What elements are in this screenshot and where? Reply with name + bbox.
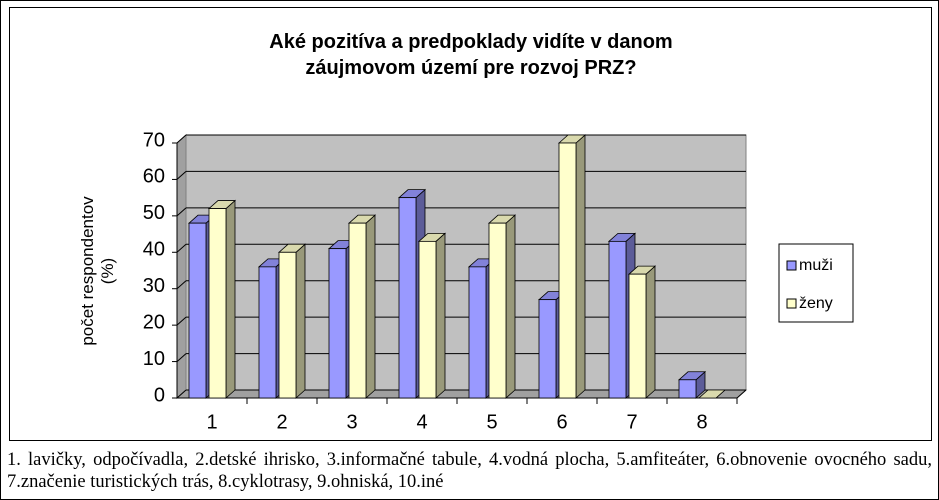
legend-box	[778, 243, 854, 323]
bar-side	[435, 232, 446, 399]
x-tick-label: 1	[206, 411, 217, 433]
x-tick-label: 7	[626, 411, 637, 433]
bar	[418, 240, 437, 399]
y-tick-label: 70	[143, 129, 165, 151]
grid-line-side	[176, 207, 187, 217]
y-axis-label-line: počet respondentov	[78, 196, 97, 346]
bar	[538, 299, 557, 399]
side-wall	[176, 133, 187, 400]
bar	[258, 266, 277, 399]
legend-swatch	[786, 298, 797, 309]
bar	[468, 266, 487, 399]
chart-frame	[9, 7, 932, 441]
x-tick-label: 5	[486, 411, 497, 433]
bar	[558, 142, 577, 399]
grid-line-side	[176, 316, 187, 326]
bar-side	[295, 243, 306, 399]
caption: 1. lavičky, odpočívadla, 2.detské ihrisk…	[7, 450, 932, 492]
bar	[608, 240, 627, 399]
bar	[348, 222, 367, 399]
legend-label: ženy	[799, 295, 833, 312]
bar	[398, 197, 417, 399]
x-tick-label: 4	[416, 411, 427, 433]
y-tick-label: 40	[143, 239, 165, 261]
y-tick-label: 50	[143, 202, 165, 224]
bar	[188, 222, 207, 399]
grid-line-side	[176, 353, 187, 362]
bar-side	[365, 214, 376, 399]
y-tick-label: 30	[143, 275, 165, 297]
bar	[628, 273, 647, 399]
chart: 0 10 20 30 40 50 60 70 počet respondentov(%) 1 2 3 4…	[78, 129, 854, 433]
grid-line-side	[176, 389, 187, 399]
y-axis-label: počet respondentov(%)	[78, 196, 117, 346]
bar-side	[575, 134, 586, 399]
x-tick-label: 6	[556, 411, 567, 433]
x-axis-end	[736, 389, 747, 399]
grid-line-side	[176, 243, 187, 253]
y-tick-label: 60	[143, 166, 165, 188]
bar	[208, 208, 227, 399]
y-axis-label-line: (%)	[98, 258, 117, 284]
bar-top	[697, 389, 727, 399]
x-tick-label: 3	[346, 411, 357, 433]
bar	[328, 248, 347, 399]
bar	[678, 379, 697, 399]
grid-line-side	[176, 171, 187, 180]
bar-side	[505, 214, 516, 399]
grid-line-side	[176, 134, 187, 144]
grid-line-side	[176, 280, 187, 290]
bar-side	[225, 199, 236, 399]
y-tick-label: 20	[143, 311, 165, 333]
chart-title: Aké pozitíva a predpoklady vidíte v dano…	[269, 31, 673, 79]
y-tick-label: 0	[154, 384, 165, 406]
bar-side	[645, 265, 656, 399]
x-tick-label: 2	[276, 411, 287, 433]
legend-swatch	[786, 260, 797, 271]
y-tick-label: 10	[143, 348, 165, 370]
x-tick-label: 8	[696, 411, 707, 433]
bar	[488, 222, 507, 399]
bar	[278, 251, 297, 399]
legend-label: muži	[799, 257, 833, 274]
